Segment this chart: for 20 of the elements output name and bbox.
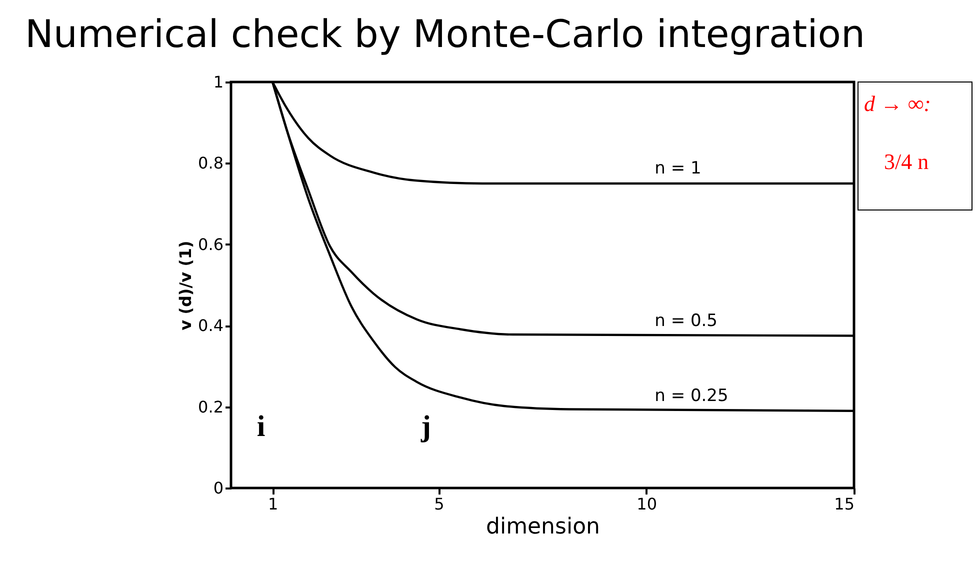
y-tick-label: 0.4 xyxy=(198,316,224,336)
series-label: n = 0.5 xyxy=(654,310,718,331)
text: d → ∞: xyxy=(864,91,932,116)
y-tick-label: 0.2 xyxy=(198,397,224,416)
x-axis-title: dimension xyxy=(486,514,600,540)
x-tick-label: 5 xyxy=(434,494,444,514)
y-tick-label: 0.8 xyxy=(198,154,224,173)
y-axis-title: v (d)/v (1) xyxy=(176,240,196,330)
chart-title: Numerical check by Monte-Carlo integration xyxy=(25,12,866,56)
annotation: i xyxy=(256,410,266,443)
x-tick-label: 15 xyxy=(834,494,854,514)
annotation: j xyxy=(420,410,431,443)
x-tick-label: 10 xyxy=(636,494,658,514)
text: 3/4 n xyxy=(884,149,929,174)
series-label: n = 1 xyxy=(654,158,702,178)
x-tick-label: 1 xyxy=(268,494,278,514)
y-tick-label: 0 xyxy=(213,478,224,498)
series-label: n = 0.25 xyxy=(654,386,728,406)
y-tick-label: 1 xyxy=(213,72,224,92)
y-tick-label: 0.6 xyxy=(198,234,224,254)
